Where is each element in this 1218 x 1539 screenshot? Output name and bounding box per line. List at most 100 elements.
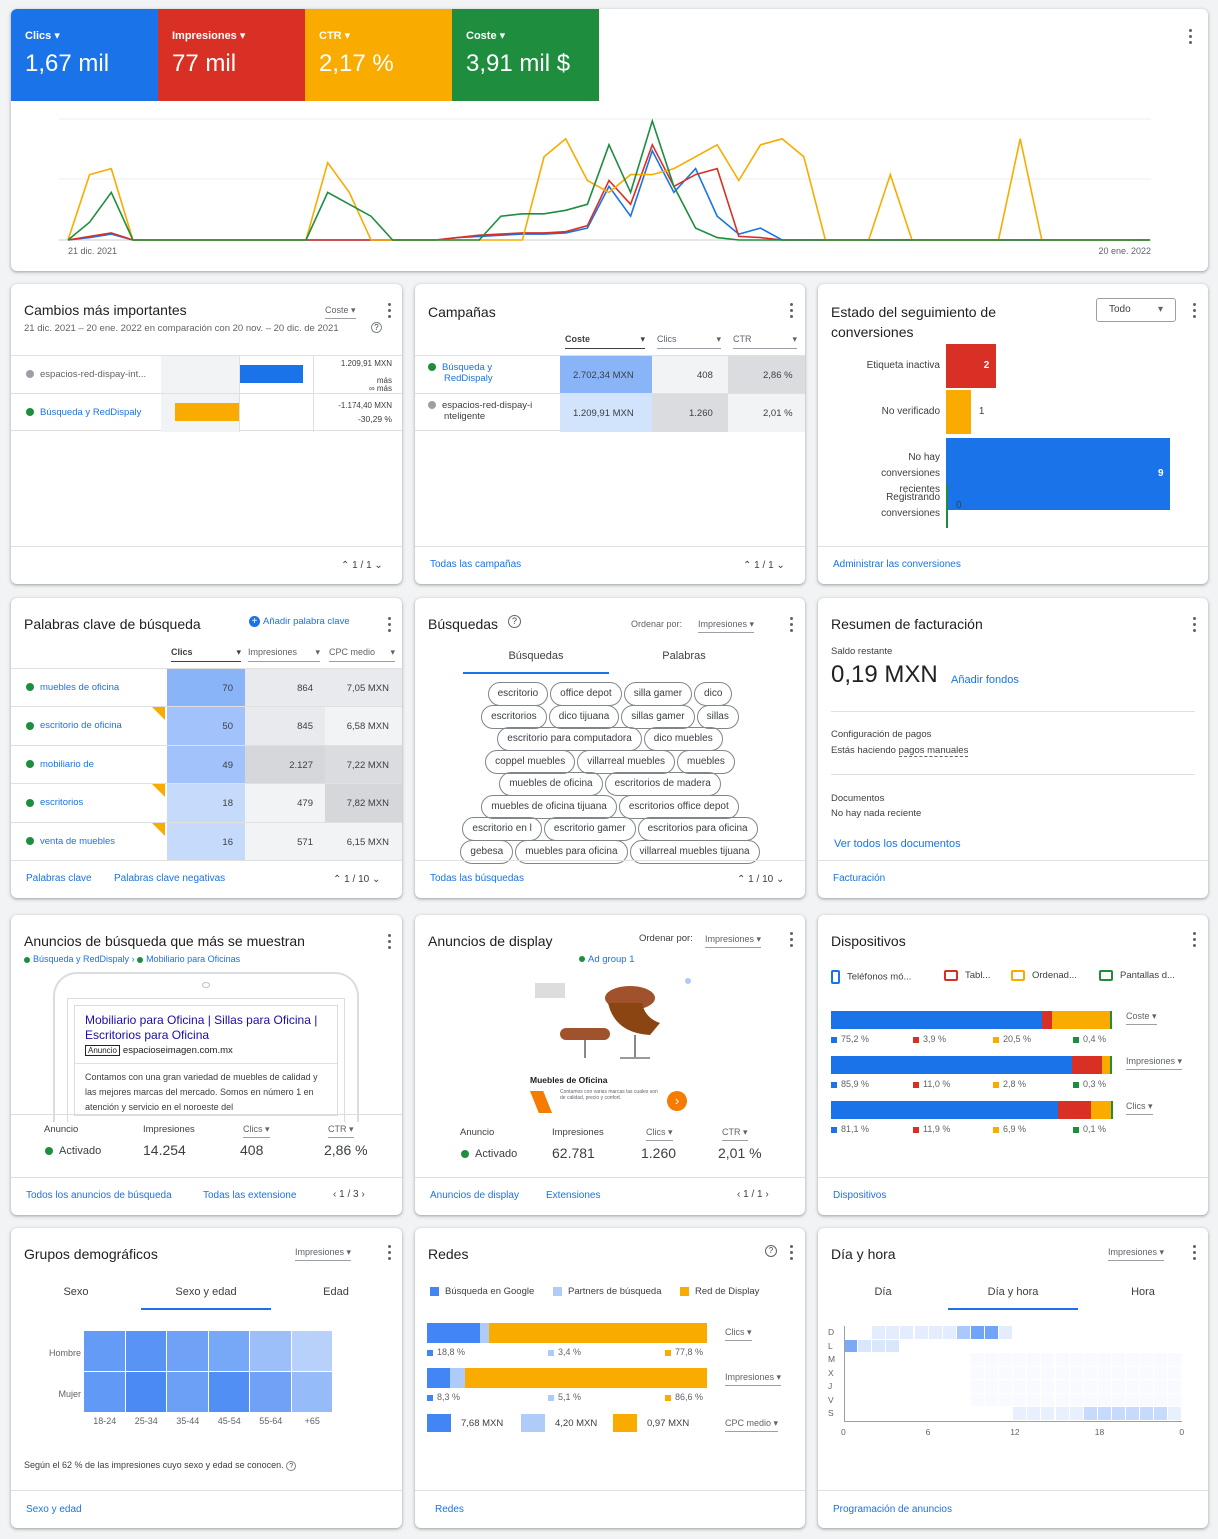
heatmap-cell[interactable] bbox=[1041, 1366, 1055, 1379]
stat-select[interactable]: Clics bbox=[646, 1127, 673, 1141]
campaign-name[interactable]: Búsqueda y RedDispaly bbox=[40, 407, 142, 418]
tab-sexo-edad[interactable]: Sexo y edad bbox=[141, 1286, 271, 1310]
legend-item[interactable]: Búsqueda en Google bbox=[430, 1286, 534, 1297]
heatmap-cell[interactable] bbox=[970, 1380, 984, 1393]
search-term-chip[interactable]: escritorio bbox=[487, 682, 549, 706]
pager[interactable]: ⌃ 1 / 10 ⌄ bbox=[737, 874, 785, 885]
heatmap-cell[interactable] bbox=[970, 1353, 984, 1366]
heatmap-cell[interactable] bbox=[970, 1326, 984, 1339]
more-icon[interactable] bbox=[1188, 932, 1200, 950]
search-term-chip[interactable]: escritorios para oficina bbox=[637, 817, 758, 841]
heatmap-cell[interactable] bbox=[985, 1380, 999, 1393]
heatmap-cell[interactable] bbox=[1055, 1353, 1069, 1366]
table-row[interactable]: espacios-red-dispay-i nteligente 1.209,91… bbox=[415, 393, 805, 432]
heatmap-cell[interactable] bbox=[942, 1326, 956, 1339]
network-bar-segment[interactable] bbox=[427, 1368, 451, 1388]
tab-dia-hora[interactable]: Día y hora bbox=[948, 1286, 1078, 1310]
metric-select[interactable]: Impresiones bbox=[1126, 1056, 1183, 1070]
heatmap-cell[interactable] bbox=[1168, 1407, 1182, 1420]
heatmap-cell[interactable] bbox=[872, 1339, 886, 1352]
heatmap-cell[interactable] bbox=[1097, 1366, 1111, 1379]
campaign-name[interactable]: espacios-red-dispay-i bbox=[442, 400, 533, 411]
heatmap-cell[interactable] bbox=[1097, 1393, 1111, 1406]
heatmap-cell[interactable] bbox=[886, 1339, 900, 1352]
col-header-clics[interactable]: Clics ▾ bbox=[657, 334, 721, 349]
heatmap-cell[interactable] bbox=[1097, 1380, 1111, 1393]
more-icon[interactable] bbox=[383, 617, 395, 635]
networks-link[interactable]: Redes bbox=[435, 1504, 464, 1515]
metric-select[interactable]: CPC medio bbox=[725, 1418, 779, 1432]
heatmap-cell[interactable] bbox=[1154, 1380, 1168, 1393]
keyword-text[interactable]: mobiliario de bbox=[40, 758, 94, 770]
heatmap-cell[interactable] bbox=[1069, 1353, 1083, 1366]
heatmap-cell[interactable] bbox=[84, 1372, 125, 1412]
heatmap-cell[interactable] bbox=[872, 1326, 886, 1339]
heatmap-cell[interactable] bbox=[1069, 1366, 1083, 1379]
heatmap-cell[interactable] bbox=[1168, 1366, 1182, 1379]
more-icon[interactable] bbox=[785, 1245, 797, 1263]
search-term-chip[interactable]: muebles para oficina bbox=[515, 839, 628, 864]
device-bar-segment[interactable] bbox=[831, 1011, 1042, 1029]
next-arrow-icon[interactable]: › bbox=[667, 1091, 687, 1111]
search-term-chip[interactable]: sillas bbox=[696, 704, 739, 729]
device-bar-segment[interactable] bbox=[1109, 1011, 1112, 1029]
col-header-ctr[interactable]: CTR ▾ bbox=[733, 334, 797, 349]
heatmap-cell[interactable] bbox=[1069, 1393, 1083, 1406]
search-term-chip[interactable]: gebesa bbox=[460, 839, 514, 864]
heatmap-cell[interactable] bbox=[1168, 1393, 1182, 1406]
keyword-text[interactable]: escritorio de oficina bbox=[40, 720, 122, 732]
negative-keywords-link[interactable]: Palabras clave negativas bbox=[114, 873, 226, 884]
legend-item[interactable]: Red de Display bbox=[680, 1286, 759, 1297]
device-bar-segment[interactable] bbox=[1041, 1011, 1053, 1029]
heatmap-cell[interactable] bbox=[1069, 1380, 1083, 1393]
tab-dia[interactable]: Día bbox=[874, 1286, 892, 1298]
legend-item[interactable]: Tabl... bbox=[944, 970, 990, 981]
table-row[interactable]: Búsqueda y RedDispaly 2.702,34 MXN 408 2,… bbox=[415, 355, 805, 394]
device-bar-segment[interactable] bbox=[1071, 1056, 1103, 1074]
heatmap-cell[interactable] bbox=[928, 1326, 942, 1339]
heatmap-cell[interactable] bbox=[886, 1326, 900, 1339]
device-bar-segment[interactable] bbox=[1091, 1101, 1111, 1119]
help-icon[interactable]: ? bbox=[286, 1461, 297, 1471]
heatmap-cell[interactable] bbox=[1126, 1380, 1140, 1393]
help-icon[interactable]: ? bbox=[508, 615, 521, 628]
heatmap-cell[interactable] bbox=[167, 1331, 208, 1371]
manual-payments-link[interactable]: pagos manuales bbox=[898, 745, 969, 757]
all-documents-link[interactable]: Ver todos los documentos bbox=[834, 838, 961, 850]
heatmap-cell[interactable] bbox=[1097, 1407, 1111, 1420]
heatmap-cell[interactable] bbox=[1126, 1407, 1140, 1420]
network-bar-segment[interactable] bbox=[464, 1368, 707, 1388]
heatmap-cell[interactable] bbox=[1097, 1353, 1111, 1366]
keyword-row[interactable]: muebles de oficina 70 864 7,05 MXN bbox=[11, 668, 402, 707]
search-term-chip[interactable]: sillas gamer bbox=[621, 704, 695, 729]
keyword-row[interactable]: escritorio de oficina 50 845 6,58 MXN bbox=[11, 706, 402, 746]
heatmap-cell[interactable] bbox=[1140, 1366, 1154, 1379]
more-icon[interactable] bbox=[1188, 617, 1200, 635]
more-icon[interactable] bbox=[383, 1245, 395, 1263]
metric-label[interactable]: Impresiones bbox=[172, 29, 291, 42]
metric-tile[interactable]: Impresiones 77 mil bbox=[158, 9, 305, 101]
heatmap-cell[interactable] bbox=[1154, 1393, 1168, 1406]
heatmap-cell[interactable] bbox=[1041, 1353, 1055, 1366]
heatmap-cell[interactable] bbox=[1027, 1353, 1041, 1366]
search-term-chip[interactable]: escritorio para computadora bbox=[497, 727, 642, 751]
heatmap-cell[interactable] bbox=[250, 1372, 291, 1412]
heatmap-cell[interactable] bbox=[985, 1366, 999, 1379]
heatmap-cell[interactable] bbox=[1055, 1393, 1069, 1406]
filter-select[interactable]: Todo ▾ bbox=[1096, 298, 1176, 322]
metric-tile[interactable]: CTR 2,17 % bbox=[305, 9, 452, 101]
metric-select[interactable]: Clics bbox=[1126, 1101, 1153, 1115]
search-term-chip[interactable]: muebles bbox=[677, 749, 735, 774]
stat-select[interactable]: CTR bbox=[722, 1127, 748, 1141]
legend-item[interactable]: Teléfonos mó... bbox=[831, 970, 911, 984]
heatmap-cell[interactable] bbox=[844, 1339, 858, 1352]
table-row[interactable]: espacios-red-dispay-int... 1.209,91 MXN … bbox=[11, 355, 402, 394]
legend-item[interactable]: Partners de búsqueda bbox=[553, 1286, 661, 1297]
col-header-cpc[interactable]: CPC medio ▾ bbox=[329, 647, 395, 662]
heatmap-cell[interactable] bbox=[1013, 1380, 1027, 1393]
stat-select[interactable]: CTR bbox=[328, 1124, 354, 1138]
heatmap-cell[interactable] bbox=[970, 1366, 984, 1379]
ad-group-link[interactable]: Ad group 1 bbox=[579, 954, 634, 965]
heatmap-cell[interactable] bbox=[900, 1326, 914, 1339]
heatmap-cell[interactable] bbox=[1126, 1393, 1140, 1406]
